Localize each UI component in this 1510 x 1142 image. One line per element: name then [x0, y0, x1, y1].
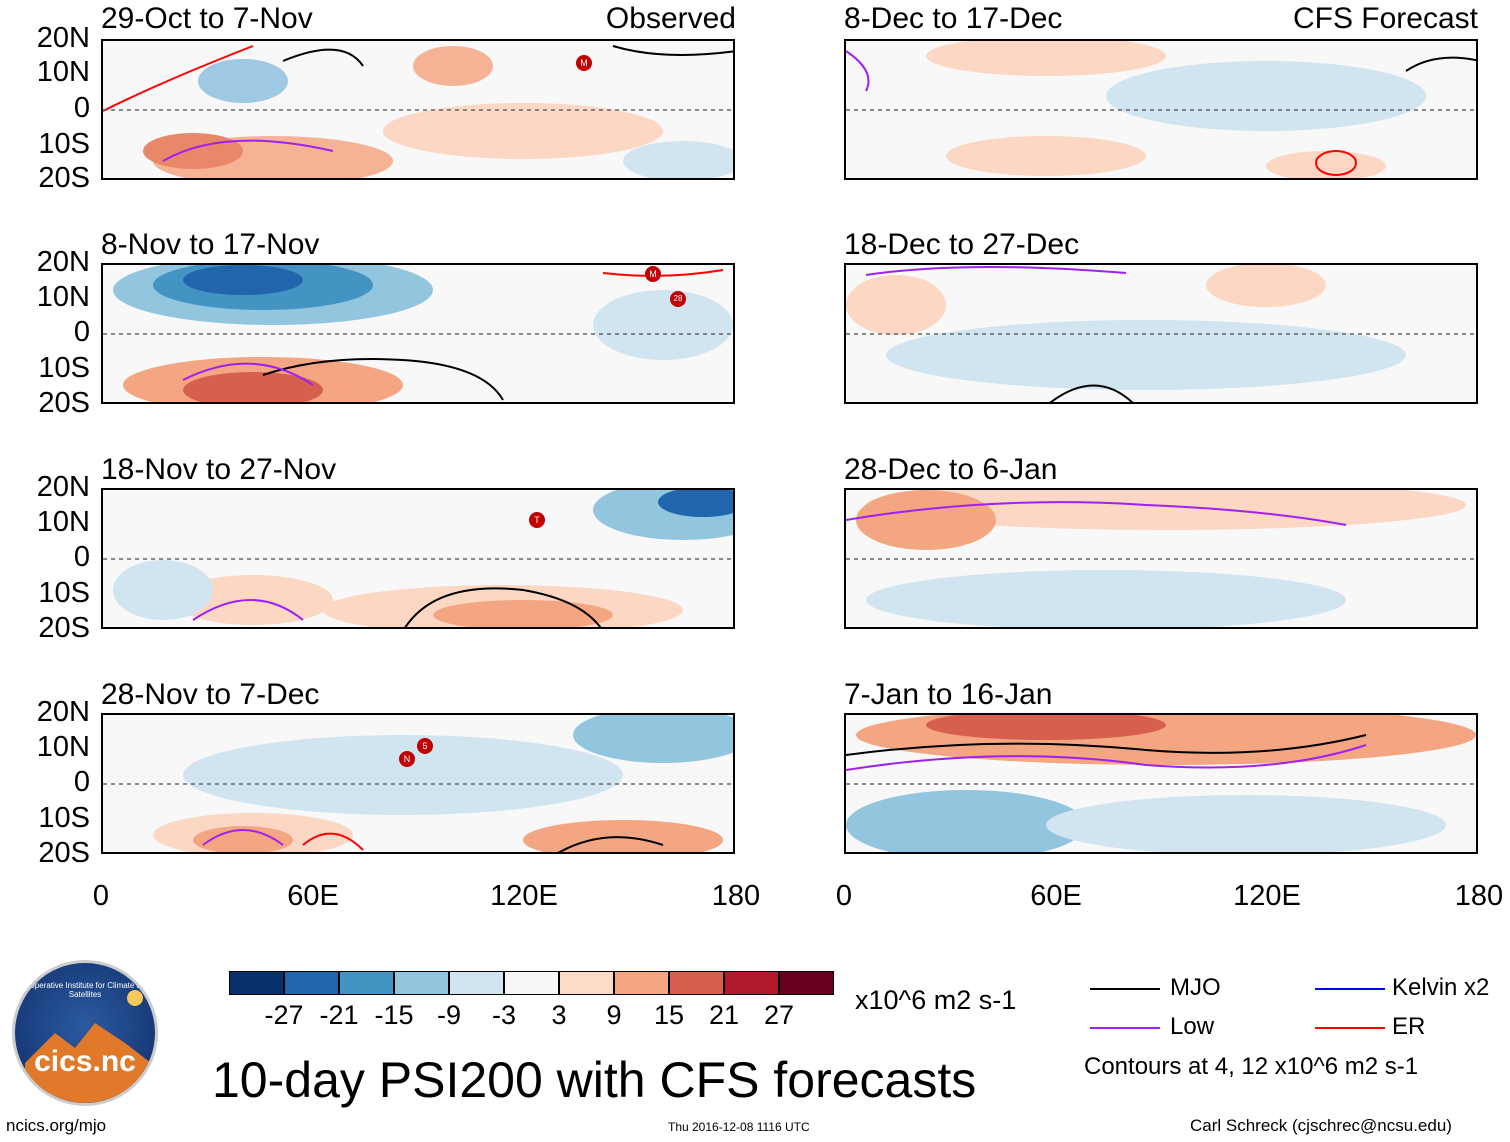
legend-label-er: ER — [1392, 1013, 1426, 1040]
x-tick-label: 0 — [835, 880, 853, 912]
x-tick-label: 180 — [1454, 880, 1504, 912]
panel-title: 18-Nov to 27-Nov — [101, 453, 337, 486]
y-tick-label: 20N — [36, 696, 90, 728]
y-tick-label: 20S — [38, 612, 90, 644]
colorbar-label: 9 — [606, 1000, 622, 1030]
colorbar-cell — [394, 971, 449, 995]
map-panel — [844, 713, 1478, 854]
x-tick-label: 120E — [1233, 880, 1301, 912]
colorbar-cell — [559, 971, 614, 995]
storm-marker: M — [576, 55, 592, 71]
colorbar-units: x10^6 m2 s-1 — [855, 985, 1017, 1015]
legend-swatch-mjo — [1090, 988, 1160, 990]
map-panel — [844, 263, 1478, 404]
legend-swatch-kelvin — [1315, 988, 1385, 990]
panel-title: 28-Nov to 7-Dec — [101, 678, 320, 711]
y-tick-label: 10S — [38, 577, 90, 609]
panel-title: 8-Dec to 17-Dec — [844, 2, 1063, 35]
colorbar-label: 27 — [763, 1000, 795, 1030]
storm-marker: 5 — [417, 738, 433, 754]
y-tick-label: 10S — [38, 802, 90, 834]
map-panel — [101, 263, 735, 404]
legend-swatch-low — [1090, 1027, 1160, 1029]
y-tick-label: 20N — [36, 246, 90, 278]
storm-marker: N — [399, 751, 415, 767]
storm-marker: M — [645, 266, 661, 282]
map-panel — [844, 39, 1478, 180]
colorbar-label: -15 — [374, 1000, 414, 1030]
y-tick-label: 0 — [73, 766, 90, 798]
colorbar-label: -9 — [436, 1000, 461, 1030]
map-panel — [101, 39, 735, 180]
map-panel — [101, 488, 735, 629]
panel-title: 28-Dec to 6-Jan — [844, 453, 1058, 486]
legend-label-low: Low — [1170, 1013, 1215, 1040]
logo-mountain-icon — [25, 990, 151, 1103]
panel-title: 18-Dec to 27-Dec — [844, 228, 1080, 261]
y-tick-label: 0 — [73, 541, 90, 573]
y-tick-label: 10N — [36, 731, 90, 763]
y-tick-label: 0 — [73, 316, 90, 348]
colorbar-cell — [229, 971, 284, 995]
colorbar-label: -21 — [319, 1000, 359, 1030]
y-tick-label: 10N — [36, 281, 90, 313]
colorbar-cell — [339, 971, 394, 995]
colorbar-cell — [449, 971, 504, 995]
colorbar-label: 15 — [653, 1000, 685, 1030]
y-tick-label: 10N — [36, 506, 90, 538]
storm-marker: T — [529, 512, 545, 528]
main-title: 10-day PSI200 with CFS forecasts — [212, 1052, 977, 1108]
panel-title: 7-Jan to 16-Jan — [844, 678, 1053, 711]
y-tick-label: 20S — [38, 837, 90, 869]
colorbar-label: 3 — [551, 1000, 567, 1030]
colorbar-cell — [669, 971, 724, 995]
colorbar-cell — [724, 971, 779, 995]
y-tick-label: 20N — [36, 22, 90, 54]
colorbar-cell — [504, 971, 559, 995]
colorbar-cell — [614, 971, 669, 995]
legend-label-mjo: MJO — [1170, 974, 1221, 1001]
colorbar-cell — [779, 971, 834, 995]
x-tick-label: 60E — [1030, 880, 1082, 912]
y-tick-label: 10S — [38, 352, 90, 384]
legend-contours-note: Contours at 4, 12 x10^6 m2 s-1 — [1084, 1053, 1419, 1080]
x-tick-label: 60E — [287, 880, 339, 912]
x-tick-label: 0 — [92, 880, 110, 912]
storm-marker: 28 — [670, 291, 686, 307]
map-panel — [844, 488, 1478, 629]
footer-timestamp: Thu 2016-12-08 1116 UTC — [668, 1120, 810, 1134]
colorbar-label: 21 — [708, 1000, 740, 1030]
y-tick-label: 0 — [73, 92, 90, 124]
footer-author: Carl Schreck (cjschrec@ncsu.edu) — [1190, 1116, 1452, 1135]
cics-logo: cics.nc Cooperative Institute for Climat… — [12, 960, 158, 1106]
y-tick-label: 20S — [38, 162, 90, 194]
map-panel — [101, 713, 735, 854]
x-tick-label: 120E — [490, 880, 558, 912]
panel-title: 8-Nov to 17-Nov — [101, 228, 320, 261]
x-tick-label: 180 — [711, 880, 761, 912]
legend-swatch-er — [1315, 1027, 1385, 1029]
colorbar-label: -3 — [491, 1000, 516, 1030]
legend-label-kelvin: Kelvin x2 — [1392, 974, 1490, 1001]
logo-text: cics.nc — [34, 1045, 136, 1078]
panel-title: 29-Oct to 7-Nov — [101, 2, 313, 35]
footer-url: ncics.org/mjo — [6, 1116, 107, 1135]
colorbar-label: -27 — [264, 1000, 304, 1030]
y-tick-label: 20N — [36, 471, 90, 503]
panel-tag: CFS Forecast — [1292, 2, 1478, 35]
y-tick-label: 20S — [38, 387, 90, 419]
colorbar-cell — [284, 971, 339, 995]
y-tick-label: 10S — [38, 128, 90, 160]
panel-tag: Observed — [605, 2, 736, 35]
logo-ring-text: Cooperative Institute for Climate and Sa… — [20, 981, 150, 999]
y-tick-label: 10N — [36, 56, 90, 88]
